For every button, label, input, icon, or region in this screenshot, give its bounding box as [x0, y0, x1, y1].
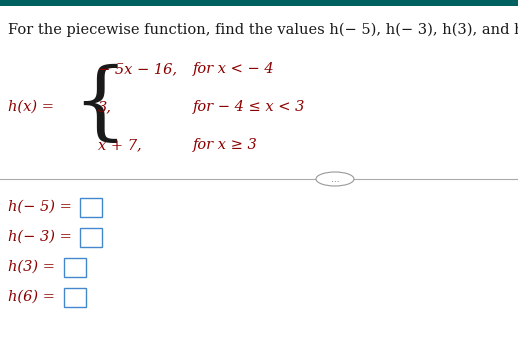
Text: − 5x − 16,: − 5x − 16, — [98, 62, 177, 76]
Text: h(− 3) =: h(− 3) = — [8, 230, 72, 244]
FancyBboxPatch shape — [80, 197, 102, 216]
Text: 3,: 3, — [98, 100, 112, 114]
Text: h(3) =: h(3) = — [8, 260, 55, 274]
Text: ...: ... — [330, 175, 339, 184]
Text: for − 4 ≤ x < 3: for − 4 ≤ x < 3 — [193, 100, 306, 114]
Text: h(− 5) =: h(− 5) = — [8, 200, 72, 214]
Ellipse shape — [316, 172, 354, 186]
Text: for x < − 4: for x < − 4 — [193, 62, 275, 76]
Text: h(6) =: h(6) = — [8, 290, 55, 304]
Text: h(x) =: h(x) = — [8, 100, 54, 114]
FancyBboxPatch shape — [64, 257, 86, 276]
Text: {: { — [72, 63, 127, 147]
FancyBboxPatch shape — [80, 227, 102, 246]
Text: for x ≥ 3: for x ≥ 3 — [193, 138, 258, 152]
FancyBboxPatch shape — [64, 287, 86, 306]
Text: x + 7,: x + 7, — [98, 138, 141, 152]
FancyBboxPatch shape — [0, 0, 518, 6]
Text: For the piecewise function, find the values h(− 5), h(− 3), h(3), and h(6).: For the piecewise function, find the val… — [8, 23, 518, 37]
